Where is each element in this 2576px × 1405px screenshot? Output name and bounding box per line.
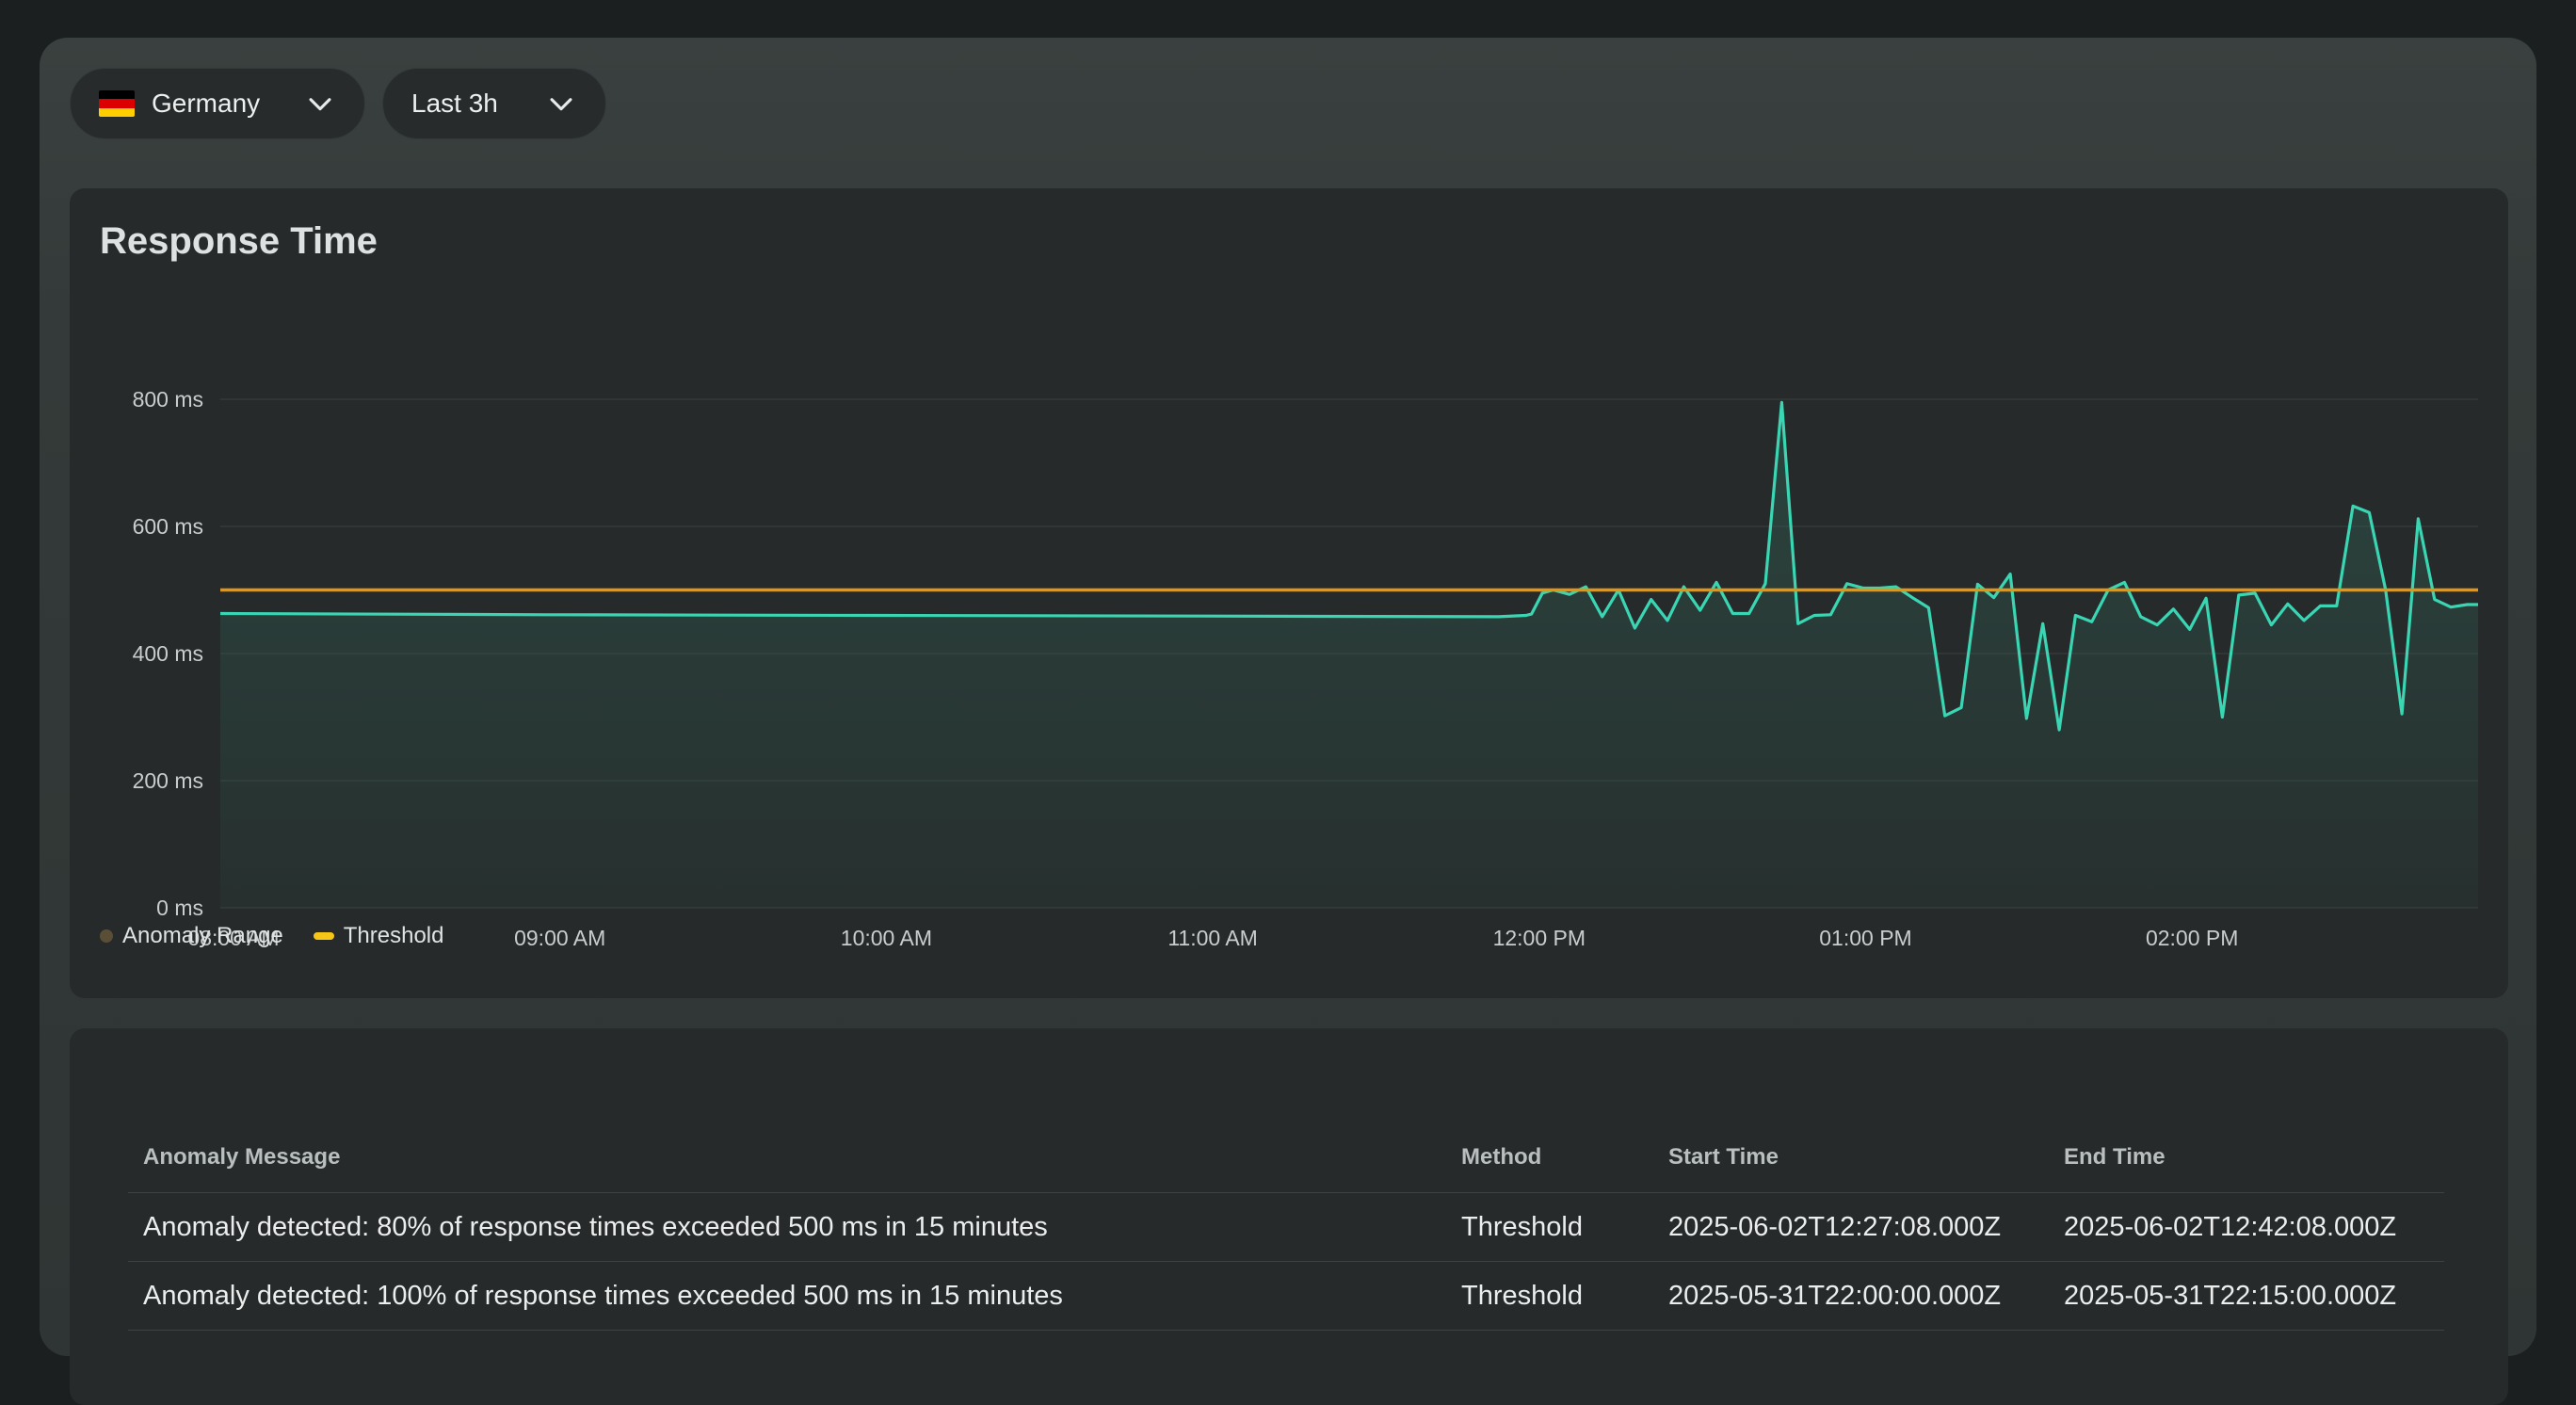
x-tick-label: 08:00 AM <box>187 926 279 950</box>
x-tick-label: 10:00 AM <box>841 926 932 950</box>
chart-title: Response Time <box>100 220 378 262</box>
response-time-chart: 0 ms 200 ms 400 ms 600 ms 800 ms 08:00 AM 09:0… <box>133 387 2478 950</box>
filter-toolbar: Germany Last 3h <box>70 68 606 139</box>
x-tick-label: 01:00 PM <box>1819 926 1911 950</box>
legend-label: Threshold <box>343 923 444 948</box>
anomaly-table: Anomaly Message Method Start Time End Ti… <box>128 1122 2444 1331</box>
response-time-area <box>220 402 2478 908</box>
y-tick-label: 800 ms <box>133 387 203 412</box>
table-row[interactable]: Anomaly detected: 80% of response times … <box>128 1192 2444 1262</box>
column-header-start-time: Start Time <box>1653 1122 2049 1193</box>
x-tick-label: 12:00 PM <box>1493 926 1586 950</box>
method-cell: Threshold <box>1446 1261 1653 1331</box>
column-header-message: Anomaly Message <box>128 1122 1446 1193</box>
table-header-row: Anomaly Message Method Start Time End Ti… <box>128 1122 2444 1193</box>
country-select-label: Germany <box>152 89 261 118</box>
anomaly-message-cell: Anomaly detected: 80% of response times … <box>128 1192 1446 1262</box>
country-select[interactable]: Germany <box>70 68 365 139</box>
end-time-cell: 2025-06-02T12:42:08.000Z <box>2049 1192 2444 1262</box>
anomaly-message-cell: Anomaly detected: 100% of response times… <box>128 1261 1446 1331</box>
y-tick-label: 200 ms <box>133 768 203 793</box>
start-time-cell: 2025-05-31T22:00:00.000Z <box>1653 1261 2049 1331</box>
x-tick-label: 02:00 PM <box>2146 926 2238 950</box>
y-tick-label: 0 ms <box>156 896 203 920</box>
x-tick-label: 11:00 AM <box>1167 926 1257 950</box>
chart-legend: Anomaly Range Threshold <box>100 923 444 949</box>
column-header-method: Method <box>1446 1122 1653 1193</box>
y-tick-label: 600 ms <box>133 514 203 539</box>
table-row[interactable]: Anomaly detected: 100% of response times… <box>128 1261 2444 1331</box>
chevron-down-icon <box>550 98 572 111</box>
legend-label: Anomaly Range <box>122 923 283 948</box>
end-time-cell: 2025-05-31T22:15:00.000Z <box>2049 1261 2444 1331</box>
time-range-select[interactable]: Last 3h <box>382 68 606 139</box>
time-range-label: Last 3h <box>411 89 498 118</box>
start-time-cell: 2025-06-02T12:27:08.000Z <box>1653 1192 2049 1262</box>
method-cell: Threshold <box>1446 1192 1653 1262</box>
dashboard-panel: Germany Last 3h Response Time 0 ms 200 ms… <box>40 38 2536 1405</box>
anomaly-table-card: Anomaly Message Method Start Time End Ti… <box>70 1028 2508 1405</box>
legend-item-threshold[interactable]: Threshold <box>313 923 444 949</box>
x-tick-label: 09:00 AM <box>514 926 605 950</box>
column-header-end-time: End Time <box>2049 1122 2444 1193</box>
germany-flag-icon <box>99 90 135 117</box>
legend-swatch <box>100 929 113 943</box>
chevron-down-icon <box>309 98 331 111</box>
flag-stripe <box>99 107 135 117</box>
y-tick-label: 400 ms <box>133 641 203 666</box>
response-time-card: Response Time 0 ms 200 ms 400 ms 600 ms 800 … <box>70 188 2508 998</box>
legend-swatch <box>313 932 334 940</box>
flag-stripe <box>99 99 135 108</box>
legend-item-anomaly-range[interactable]: Anomaly Range <box>100 923 283 949</box>
flag-stripe <box>99 90 135 100</box>
response-time-line <box>219 400 2478 732</box>
